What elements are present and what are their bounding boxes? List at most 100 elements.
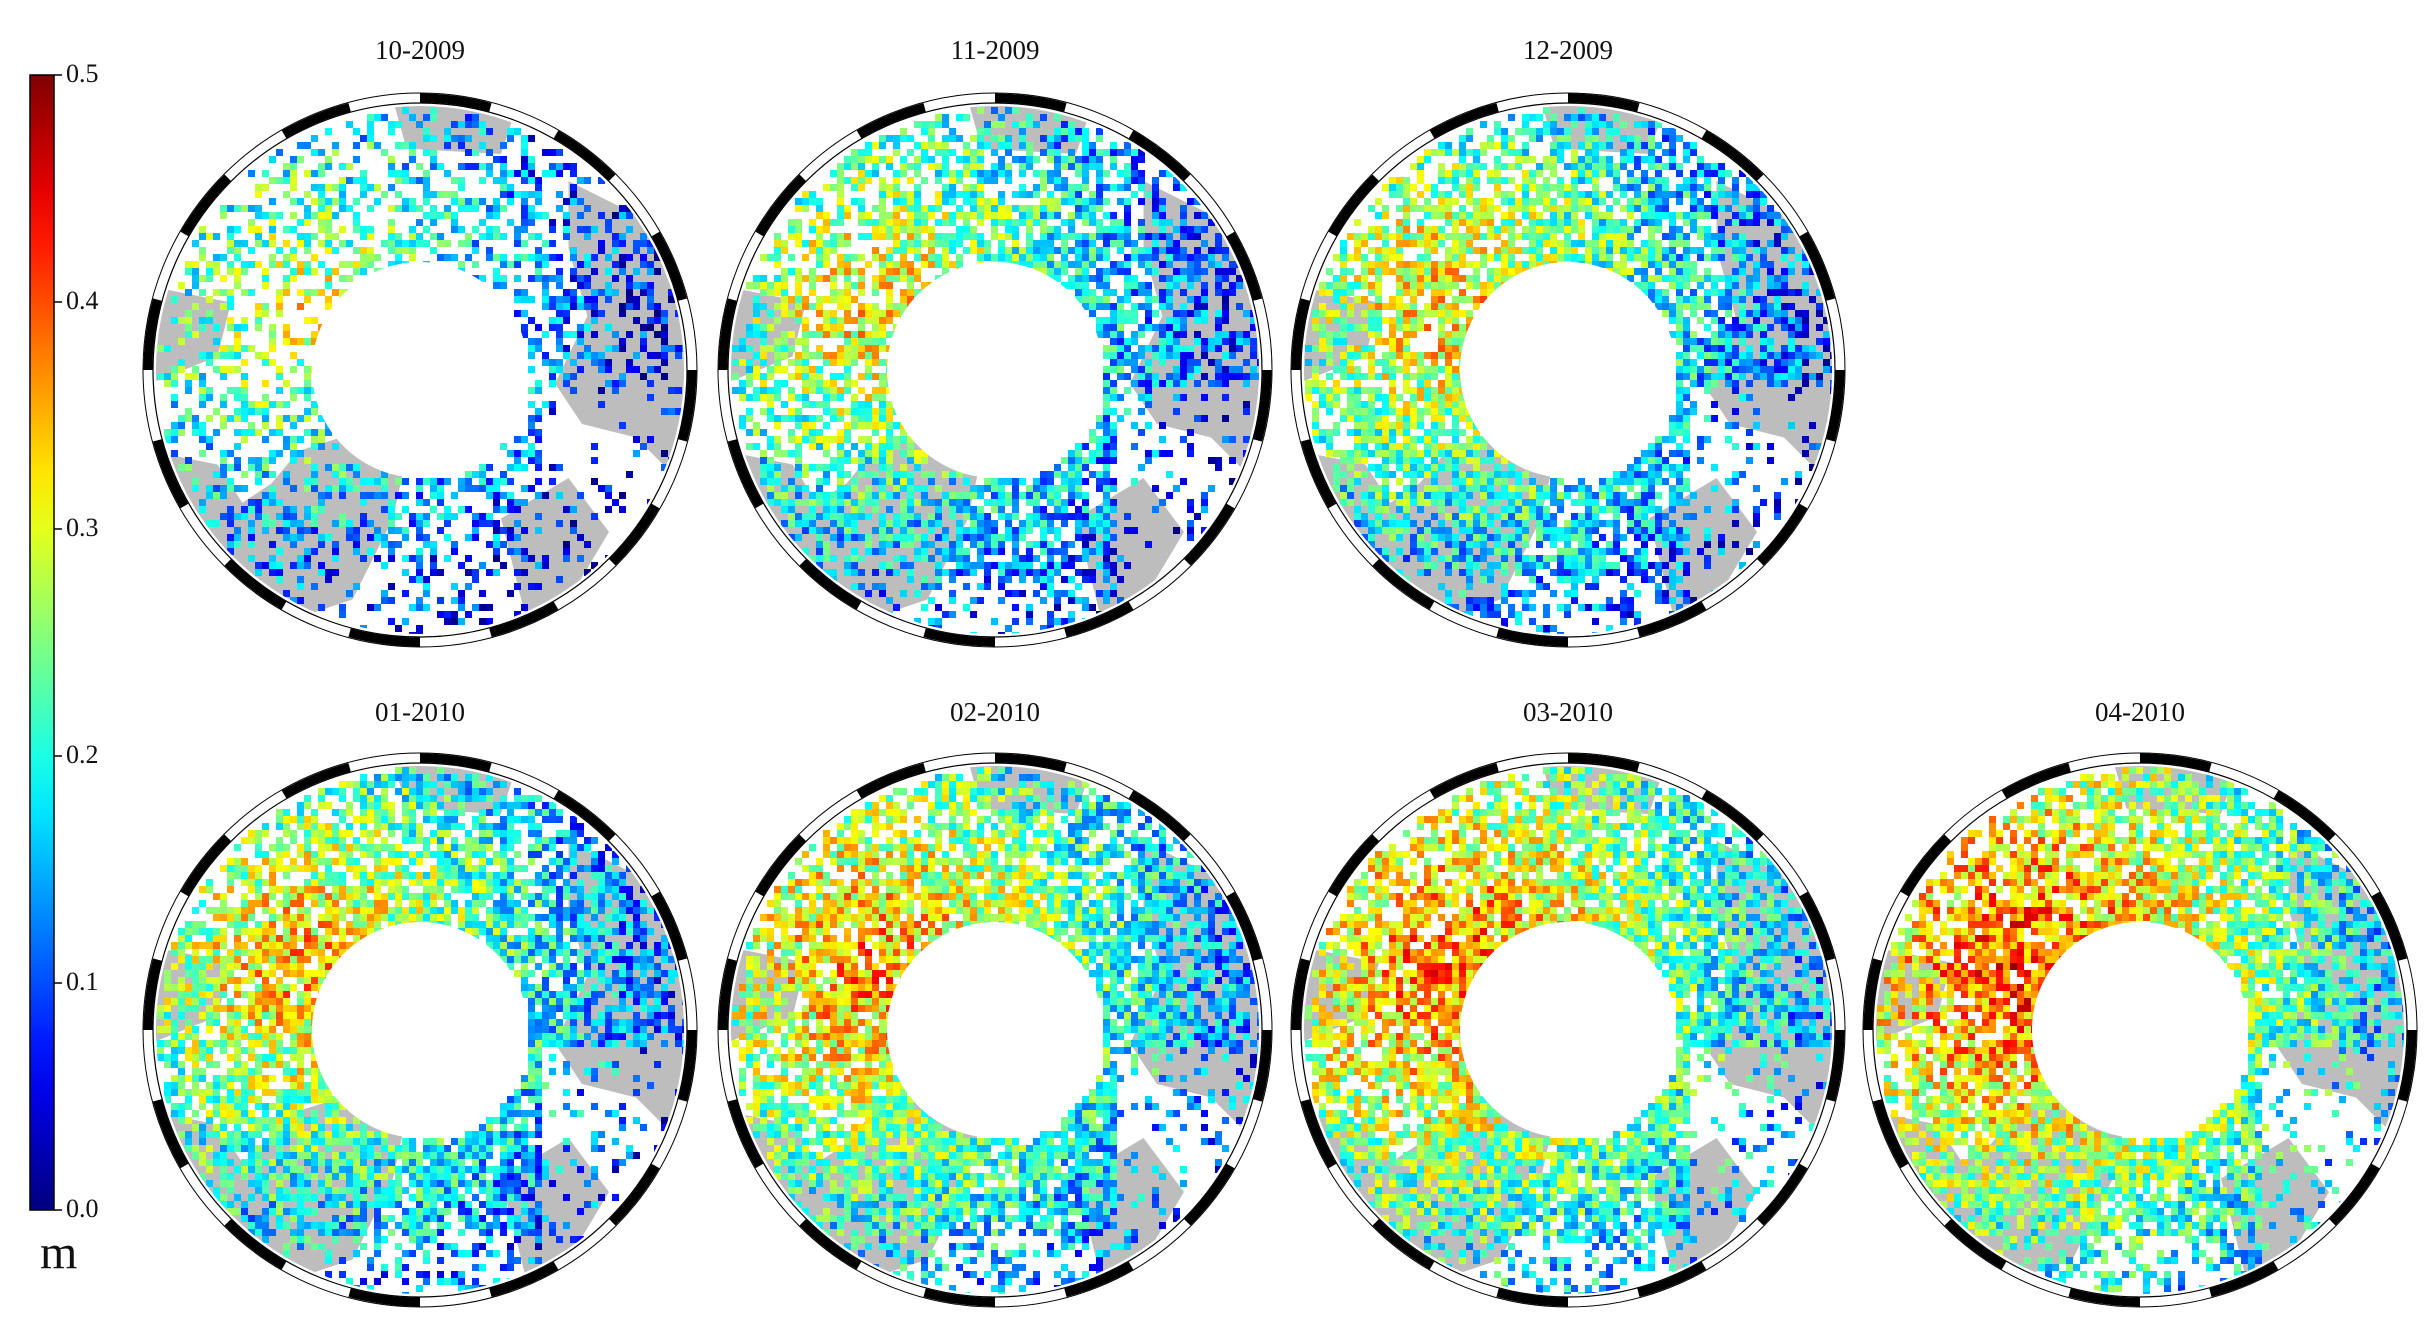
- ice-cell: [1222, 380, 1229, 387]
- ice-cell: [465, 506, 472, 513]
- ice-cell: [535, 275, 542, 282]
- ice-cell: [837, 436, 844, 443]
- ice-cell: [837, 499, 844, 506]
- ice-cell: [1648, 184, 1655, 191]
- ice-cell: [935, 219, 942, 226]
- ice-cell: [1187, 527, 1194, 534]
- ice-cell: [220, 205, 227, 212]
- ice-cell: [942, 114, 949, 121]
- ice-cell: [1096, 443, 1103, 450]
- ice-cell: [1466, 219, 1473, 226]
- ice-cell: [767, 254, 774, 261]
- ice-cell: [535, 247, 542, 254]
- frame-band: [609, 503, 660, 566]
- ice-cell: [388, 513, 395, 520]
- ice-cell: [1431, 149, 1438, 156]
- ice-cell: [991, 506, 998, 513]
- ice-cell: [549, 373, 556, 380]
- ice-cell: [802, 436, 809, 443]
- ice-cell: [1585, 198, 1592, 205]
- ice-cell: [619, 240, 626, 247]
- ice-cell: [949, 177, 956, 184]
- ice-cell: [900, 513, 907, 520]
- ice-cell: [1494, 177, 1501, 184]
- ice-cell: [1704, 303, 1711, 310]
- ice-cell: [907, 268, 914, 275]
- ice-cell: [1599, 191, 1606, 198]
- ice-cell: [1508, 198, 1515, 205]
- ice-cell: [409, 205, 416, 212]
- ice-cell: [760, 394, 767, 401]
- ice-cell: [227, 464, 234, 471]
- ice-cell: [661, 408, 668, 415]
- ice-cell: [956, 471, 963, 478]
- ice-cell: [886, 317, 893, 324]
- ice-cell: [1089, 513, 1096, 520]
- ice-cell: [1704, 240, 1711, 247]
- ice-cell: [325, 219, 332, 226]
- ice-cell: [872, 387, 879, 394]
- ice-cell: [1243, 331, 1250, 338]
- ice-cell: [1215, 282, 1222, 289]
- ice-cell: [1333, 331, 1340, 338]
- ice-cell: [1529, 177, 1536, 184]
- ice-cell: [1739, 303, 1746, 310]
- ice-cell: [886, 478, 893, 485]
- ice-cell: [451, 492, 458, 499]
- ice-cell: [956, 569, 963, 576]
- ice-cell: [1802, 317, 1809, 324]
- ice-cell: [844, 471, 851, 478]
- ice-cell: [858, 205, 865, 212]
- ice-cell: [311, 401, 318, 408]
- ice-cell: [1396, 338, 1403, 345]
- ice-cell: [802, 366, 809, 373]
- ice-cell: [928, 247, 935, 254]
- ice-cell: [1480, 219, 1487, 226]
- ice-cell: [865, 485, 872, 492]
- ice-cell: [1613, 184, 1620, 191]
- ice-cell: [858, 387, 865, 394]
- ice-cell: [1201, 506, 1208, 513]
- ice-cell: [1599, 261, 1606, 268]
- ice-cell: [360, 135, 367, 142]
- ice-cell: [858, 268, 865, 275]
- ice-cell: [809, 282, 816, 289]
- ice-cell: [1809, 296, 1816, 303]
- ice-cell: [1459, 275, 1466, 282]
- ice-cell: [269, 471, 276, 478]
- ice-cell: [227, 268, 234, 275]
- ice-cell: [1522, 191, 1529, 198]
- ice-cell: [1431, 261, 1438, 268]
- ice-cell: [760, 275, 767, 282]
- ice-cell: [998, 212, 1005, 219]
- ice-cell: [963, 499, 970, 506]
- ice-cell: [1767, 373, 1774, 380]
- ice-cell: [1173, 324, 1180, 331]
- ice-cell: [1096, 457, 1103, 464]
- ice-cell: [1033, 205, 1040, 212]
- ice-cell: [816, 492, 823, 499]
- ice-cell: [626, 331, 633, 338]
- ice-cell: [388, 128, 395, 135]
- ice-cell: [199, 226, 206, 233]
- ice-cell: [1215, 359, 1222, 366]
- ice-cell: [1704, 212, 1711, 219]
- ice-cell: [1781, 366, 1788, 373]
- ice-cell: [1592, 254, 1599, 261]
- ice-cell: [486, 163, 493, 170]
- ice-cell: [402, 247, 409, 254]
- ice-cell: [816, 548, 823, 555]
- ice-cell: [1592, 128, 1599, 135]
- ice-cell: [402, 534, 409, 541]
- ice-cell: [199, 422, 206, 429]
- ice-cell: [1424, 373, 1431, 380]
- ice-cell: [360, 177, 367, 184]
- ice-cell: [367, 226, 374, 233]
- ice-cell: [1124, 177, 1131, 184]
- ice-cell: [1480, 247, 1487, 254]
- ice-cell: [1697, 233, 1704, 240]
- ice-cell: [556, 345, 563, 352]
- ice-cell: [521, 226, 528, 233]
- ice-cell: [1676, 303, 1683, 310]
- ice-cell: [886, 464, 893, 471]
